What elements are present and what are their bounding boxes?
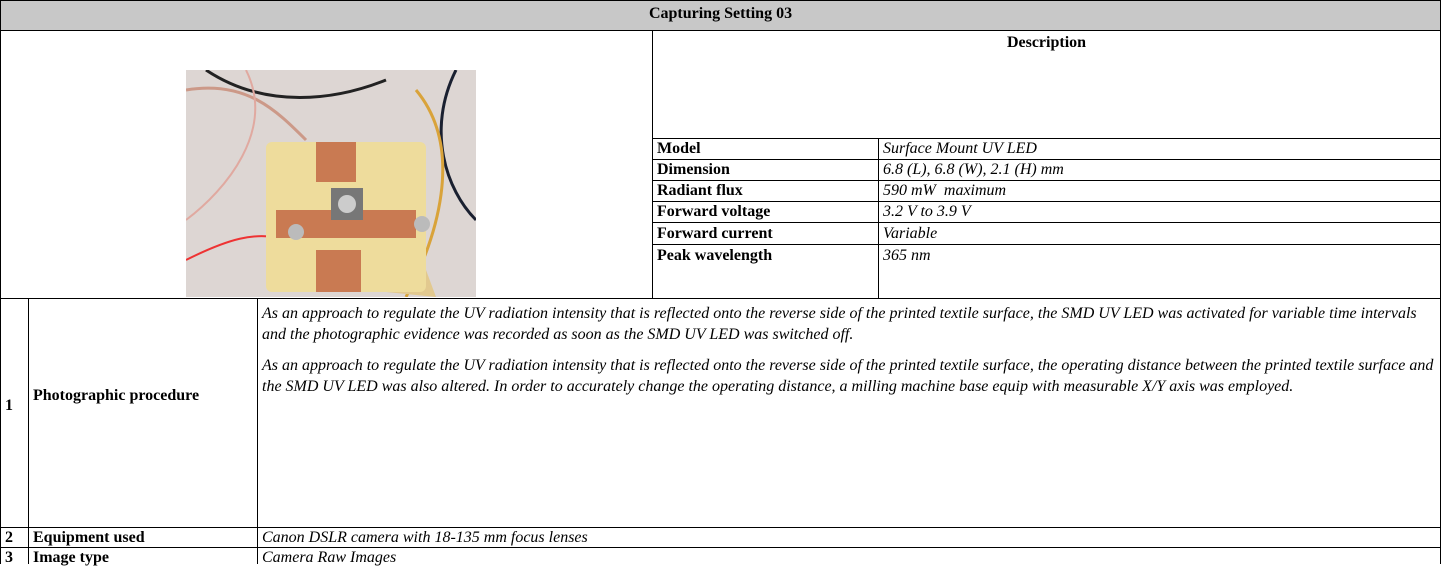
spec-label: Model (657, 138, 701, 159)
row-number: 1 (5, 395, 13, 416)
description-title: Description (652, 34, 1441, 52)
led-photo (186, 70, 476, 297)
spec-value: Variable (883, 223, 937, 244)
border (28, 298, 29, 564)
page: {"header":{"title":"Capturing Setting 03… (0, 0, 1441, 564)
paragraph: As an approach to regulate the UV radiat… (262, 303, 1434, 345)
border (652, 138, 1441, 139)
border (257, 298, 258, 564)
spec-value: 365 nm (883, 245, 931, 266)
row-label: Photographic procedure (33, 385, 253, 406)
border (0, 0, 1, 564)
spec-label: Forward voltage (657, 201, 770, 222)
border (652, 180, 1441, 181)
border (652, 30, 653, 298)
paragraph: As an approach to regulate the UV radiat… (262, 355, 1434, 397)
spec-label: Dimension (657, 159, 730, 180)
spec-label: Radiant flux (657, 180, 743, 201)
header-title: Capturing Setting 03 (0, 5, 1441, 23)
spec-value: 3.2 V to 3.9 V (883, 201, 971, 222)
row-label: Image type (33, 547, 109, 568)
row-content: Canon DSLR camera with 18-135 mm focus l… (262, 527, 588, 548)
spec-value: Surface Mount UV LED (883, 138, 1037, 159)
row-content: Camera Raw Images (262, 547, 396, 568)
border (0, 298, 1441, 299)
row-content: As an approach to regulate the UV radiat… (262, 303, 1434, 407)
border (0, 547, 1441, 548)
border (0, 527, 1441, 528)
row-number: 3 (5, 547, 13, 568)
spec-value: 590 mW maximum (883, 180, 1006, 201)
row-label: Equipment used (33, 527, 145, 548)
row-number: 2 (5, 527, 13, 548)
spec-label: Forward current (657, 223, 773, 244)
spec-value: 6.8 (L), 6.8 (W), 2.1 (H) mm (883, 159, 1064, 180)
spec-label: Peak wavelength (657, 245, 772, 266)
border (652, 201, 1441, 202)
border (878, 138, 879, 298)
